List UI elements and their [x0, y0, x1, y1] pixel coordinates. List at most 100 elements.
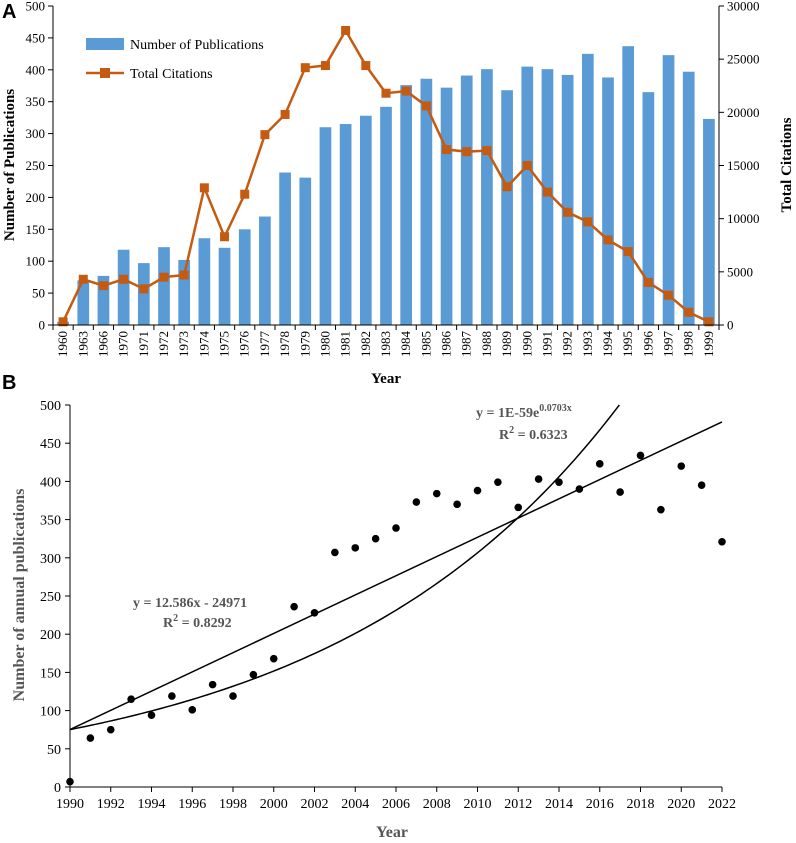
- data-point: [127, 695, 135, 703]
- citations-marker: [119, 274, 129, 284]
- chart-a-xtick-label: 1971: [136, 331, 151, 357]
- chart-a-ytick-label: 250: [26, 158, 46, 173]
- legend-publications: Number of Publications: [130, 38, 264, 53]
- chart-b-xtick-label: 1992: [97, 797, 125, 812]
- chart-a-xtick-label: 1976: [237, 331, 252, 358]
- chart-b-xtick-label: 2020: [667, 797, 695, 812]
- linear-r2: R2 = 0.8292: [163, 613, 232, 631]
- data-point: [310, 609, 319, 617]
- data-point: [269, 654, 278, 663]
- chart-a: 0501001502002503003504004505000500010000…: [2, 0, 795, 387]
- publication-bar: [158, 247, 170, 325]
- chart-a-xtick-label: 1985: [418, 331, 433, 357]
- chart-a-xtick-label: 1988: [479, 331, 494, 357]
- data-point: [575, 485, 584, 493]
- citations-marker: [220, 232, 230, 242]
- citations-marker: [684, 307, 694, 317]
- panel-b-label: B: [2, 372, 16, 394]
- chart-a-xlabel: Year: [371, 371, 401, 387]
- publication-bar: [662, 55, 675, 325]
- chart-b-xtick-label: 2016: [586, 797, 614, 812]
- chart-a-xtick-label: 1998: [681, 331, 696, 357]
- citations-marker: [361, 61, 371, 71]
- citations-marker: [462, 147, 472, 157]
- data-point: [534, 475, 543, 483]
- chart-b-ytick-label: 100: [40, 705, 61, 720]
- chart-a-xtick-label: 1972: [156, 331, 171, 357]
- legend-citations: Total Citations: [130, 67, 213, 82]
- data-point: [147, 711, 156, 719]
- linear-trendline: [69, 421, 723, 731]
- data-point: [616, 488, 624, 496]
- chart-a-y2tick-label: 10000: [727, 211, 760, 226]
- chart-b-ytick-label: 50: [47, 743, 61, 758]
- citations-marker: [704, 317, 714, 327]
- chart-b-xtick-label: 1998: [219, 797, 247, 812]
- citations-marker: [421, 101, 431, 111]
- data-point: [432, 489, 441, 498]
- chart-a-ytick-label: 400: [26, 62, 46, 77]
- chart-a-ytick-label: 300: [26, 126, 46, 141]
- chart-b-ytick-label: 300: [40, 552, 61, 567]
- chart-a-xtick-label: 1999: [701, 331, 716, 357]
- chart-a-xtick-label: 1989: [499, 331, 514, 357]
- citations-marker: [98, 281, 108, 291]
- publication-bar: [319, 127, 332, 325]
- citations-marker: [280, 109, 290, 119]
- chart-b-ytick-label: 450: [40, 437, 61, 452]
- chart-a-xtick-label: 1960: [55, 331, 70, 357]
- publication-bar: [481, 69, 493, 325]
- publication-bar: [279, 172, 291, 325]
- publication-bar: [198, 238, 211, 325]
- publication-bar: [642, 92, 655, 325]
- data-point: [677, 462, 686, 470]
- citations-marker: [300, 63, 310, 73]
- data-point: [208, 680, 217, 689]
- linear-equation: y = 12.586x - 24971: [133, 596, 247, 611]
- chart-a-xtick-label: 1979: [297, 331, 312, 357]
- data-point: [718, 537, 726, 546]
- citations-marker: [78, 274, 88, 284]
- chart-b-xtick-label: 2010: [464, 797, 492, 812]
- citations-marker: [179, 270, 189, 280]
- chart-a-xtick-label: 1984: [398, 331, 413, 358]
- chart-b-ytick-label: 150: [40, 666, 61, 681]
- chart-a-xtick-label: 1974: [196, 331, 211, 358]
- citations-marker: [643, 277, 653, 287]
- chart-a-xtick-label: 1982: [358, 331, 373, 357]
- chart-b-xtick-label: 2018: [627, 797, 655, 812]
- data-point: [249, 670, 258, 679]
- data-point: [657, 505, 665, 514]
- publication-bar: [703, 118, 715, 326]
- chart-a-xtick-label: 1966: [95, 331, 110, 358]
- citations-marker: [401, 86, 411, 96]
- chart-a-y2tick-label: 20000: [727, 105, 760, 120]
- data-point: [188, 706, 197, 714]
- publication-bar: [521, 66, 534, 326]
- chart-a-xtick-label: 1963: [75, 331, 90, 357]
- data-point: [106, 725, 115, 734]
- citations-marker: [139, 284, 149, 294]
- citations-marker: [260, 130, 270, 140]
- chart-b-xtick-label: 2022: [708, 797, 736, 812]
- chart-a-ytick-label: 500: [26, 0, 46, 14]
- data-point: [473, 486, 482, 495]
- publication-bar: [380, 106, 392, 325]
- chart-a-xtick-label: 1993: [580, 331, 595, 357]
- citations-marker: [199, 183, 209, 193]
- chart-a-ytick-label: 350: [26, 94, 46, 109]
- chart-b-ytick-label: 400: [40, 475, 61, 490]
- publication-bar: [602, 77, 614, 326]
- publication-bar: [460, 75, 473, 326]
- publication-bar: [440, 87, 453, 325]
- publication-bar: [622, 46, 635, 325]
- publication-bar: [682, 71, 695, 326]
- citations-marker: [482, 146, 492, 156]
- data-point: [453, 500, 461, 509]
- chart-b-ytick-label: 250: [40, 590, 61, 605]
- chart-a-ytick-label: 150: [26, 222, 46, 237]
- data-point: [555, 478, 563, 486]
- chart-a-xtick-label: 1995: [620, 331, 635, 357]
- publication-bar: [420, 78, 433, 326]
